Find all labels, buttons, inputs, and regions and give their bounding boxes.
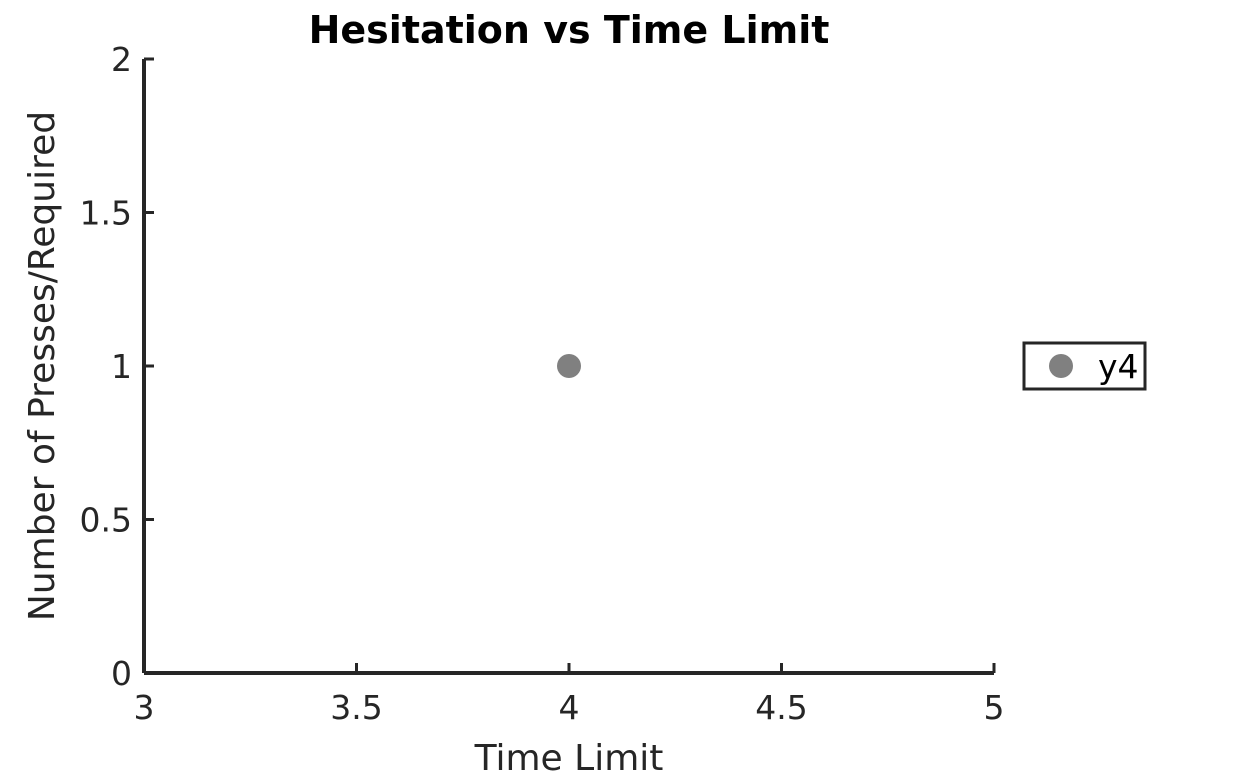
legend-box bbox=[1022, 341, 1147, 391]
x-tick-label: 5 bbox=[984, 688, 1005, 727]
data-points bbox=[557, 354, 581, 378]
x-tick-label: 3 bbox=[134, 688, 155, 727]
y-tick-label: 0.5 bbox=[80, 501, 132, 540]
x-tick-label: 4.5 bbox=[755, 688, 807, 727]
x-tick-label: 4 bbox=[559, 688, 580, 727]
x-axis-label: Time Limit bbox=[474, 738, 664, 779]
y-tick-label: 1 bbox=[111, 347, 132, 386]
y-tick-label: 2 bbox=[111, 40, 132, 79]
y-axis-ticks: 0 0.5 1 1.5 2 bbox=[80, 40, 154, 693]
data-point-y4 bbox=[557, 354, 581, 378]
legend: y4 bbox=[1022, 341, 1147, 391]
y-tick-label: 1.5 bbox=[80, 194, 132, 233]
legend-label-y4: y4 bbox=[1098, 347, 1139, 386]
x-tick-label: 3.5 bbox=[330, 688, 382, 727]
legend-marker-y4 bbox=[1049, 354, 1073, 378]
y-axis-label: Number of Presses/Required bbox=[22, 111, 63, 621]
y-tick-label: 0 bbox=[111, 654, 132, 693]
chart-title: Hesitation vs Time Limit bbox=[309, 8, 830, 52]
